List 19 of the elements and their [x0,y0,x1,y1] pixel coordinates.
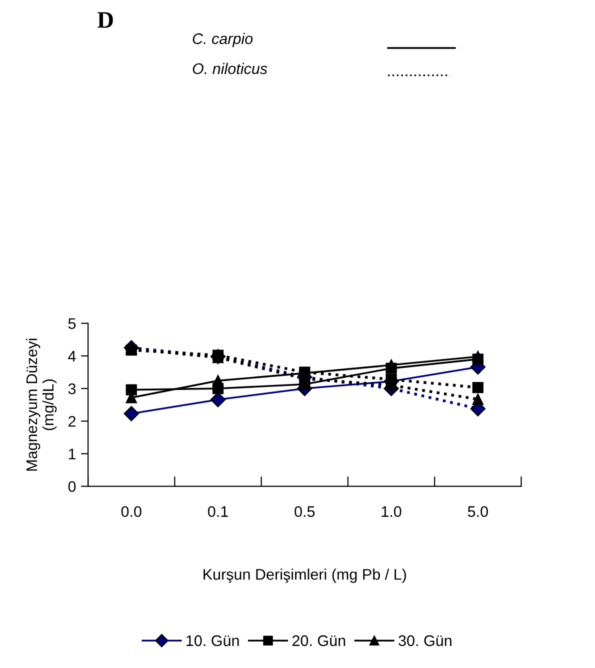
x-tick-label: 0.5 [294,506,315,517]
y-tick-label: 1 [68,448,76,460]
text: O. niloticus [192,62,268,74]
legend-label: 30. Gün [398,635,452,646]
legend-label: 10. Gün [186,635,239,646]
y-tick-label: 0 [68,481,76,492]
y-tick-label: 5 [68,318,76,329]
y-axis-title: Magnezyum Düzeyi (mg/dL) [26,338,57,471]
x-tick-label: 5.0 [468,506,488,517]
x-tick-label: 1.0 [382,506,402,517]
legend-label: 20. Gün [292,635,346,646]
y-tick-label: 4 [68,350,76,362]
y-tick-label: 3 [68,383,76,394]
chart-title: D [97,12,113,28]
y-tick-label: 2 [68,416,76,427]
x-axis-title: Kurşun Derişimleri (mg Pb / L) [204,568,406,583]
x-tick-label: 0.1 [208,506,228,517]
x-tick-label: 0.0 [121,506,142,517]
text: C. carpio [192,32,253,48]
